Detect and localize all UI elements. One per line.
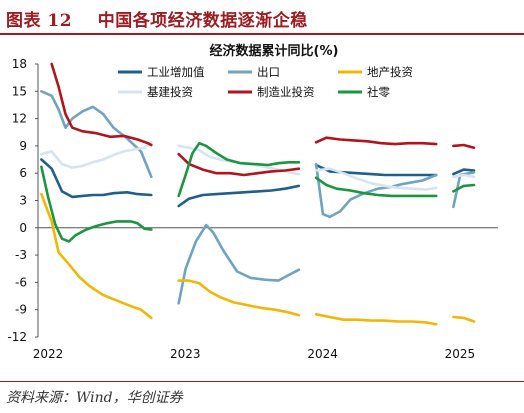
y-tick-label: 15	[12, 84, 27, 98]
series-line-3	[314, 313, 438, 326]
y-tick-label: -6	[15, 275, 27, 289]
series-line-5	[50, 62, 153, 147]
y-tick-label: -3	[15, 248, 27, 262]
series-line-6	[40, 165, 153, 243]
series-line-2	[177, 223, 301, 305]
source-divider	[0, 381, 524, 382]
series-line-3	[177, 279, 301, 317]
series-line-4	[452, 173, 476, 179]
figure-title-bar: 图表 12 中国各项经济数据逐渐企稳	[0, 0, 524, 34]
source-note: 资料来源：Wind，华创证券	[6, 390, 183, 406]
series-line-2	[40, 90, 153, 179]
y-tick-label: -12	[7, 330, 27, 344]
series-line-6	[177, 141, 301, 198]
legend-label: 基建投资	[147, 85, 193, 99]
series-line-4	[40, 141, 153, 169]
y-tick-label: 12	[12, 112, 27, 126]
figure-caption: 中国各项经济数据逐渐企稳	[97, 11, 308, 31]
y-tick-label: -9	[15, 303, 27, 317]
x-tick-label: 2025	[445, 347, 476, 361]
y-tick-label: 3	[19, 194, 27, 208]
series-line-5	[314, 136, 438, 146]
figure-title: 图表 12 中国各项经济数据逐渐企稳	[6, 6, 308, 31]
series-line-1	[40, 158, 153, 199]
x-tick-label: 2023	[170, 347, 201, 361]
series-line-2	[314, 162, 438, 219]
x-tick-label: 2022	[33, 347, 64, 361]
line-chart: 经济数据累计同比(%) -12 -9 -6 -3 0 3 6 9 12 15 18 2022 2023 20…	[7, 43, 498, 361]
title-divider	[0, 33, 524, 35]
legend-label: 工业增加值	[147, 65, 205, 79]
series-line-5	[177, 152, 301, 177]
series-line-3	[452, 315, 476, 323]
series-line-6	[314, 176, 438, 198]
legend-label: 地产投资	[367, 65, 413, 79]
series-line-1	[452, 168, 476, 176]
series-line-1	[177, 184, 301, 208]
series-line-6	[452, 183, 476, 193]
y-tick-label: 18	[12, 57, 27, 71]
y-tick-label: 6	[19, 166, 27, 180]
y-tick-label: 0	[19, 221, 27, 235]
series-line-5	[452, 143, 476, 149]
legend-label: 出口	[257, 65, 280, 79]
series-line-3	[40, 192, 153, 320]
legend-label: 社零	[367, 85, 390, 99]
x-tick-label: 2024	[307, 347, 338, 361]
figure-label: 图表 12	[6, 11, 73, 31]
legend-label: 制造业投资	[257, 85, 315, 99]
chart-title: 经济数据累计同比(%)	[210, 43, 339, 59]
series-line-4	[314, 167, 438, 191]
y-tick-label: 9	[19, 139, 27, 153]
